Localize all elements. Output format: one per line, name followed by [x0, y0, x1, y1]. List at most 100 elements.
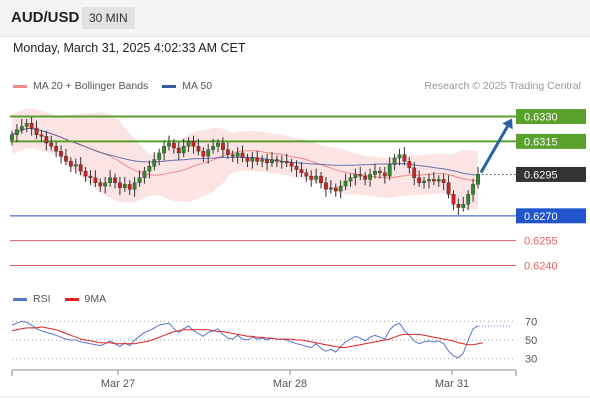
candle — [382, 167, 387, 184]
candle — [191, 135, 196, 154]
candle — [255, 150, 260, 166]
x-tick-label: Mar 31 — [435, 378, 469, 390]
candle — [68, 157, 73, 172]
candle — [436, 175, 441, 187]
candle — [368, 168, 372, 187]
candle — [221, 137, 225, 158]
candle-body — [113, 177, 117, 183]
candle-body — [294, 165, 299, 170]
candle — [348, 173, 353, 187]
forecast-arrow-head — [502, 118, 513, 130]
candle — [54, 142, 59, 158]
candle — [206, 143, 211, 164]
level-tag-text: 0.6315 — [524, 136, 558, 148]
candle-body — [250, 157, 255, 162]
legend-label-rsi: RSI — [33, 293, 51, 305]
candle — [422, 176, 426, 189]
level-tag: 0.6315 — [516, 133, 586, 149]
rsi-tick-label: 50 — [525, 335, 537, 347]
forecast-arrow-shaft — [479, 125, 509, 174]
candle — [245, 153, 250, 168]
candle-body — [191, 141, 196, 147]
candle — [451, 190, 456, 211]
candle-body — [382, 172, 387, 177]
level-tag: 0.6295 — [516, 166, 586, 182]
candle-body — [216, 142, 220, 147]
candle-body — [387, 164, 392, 177]
candle-body — [230, 154, 235, 157]
level-tag-text: 0.6330 — [524, 112, 558, 124]
candle-body — [348, 177, 353, 182]
rsi-line — [11, 320, 479, 359]
candle — [250, 152, 255, 169]
legend-label-9ma: 9MA — [84, 293, 107, 305]
candle-body — [422, 180, 426, 183]
candle-body — [235, 152, 240, 157]
candle — [127, 180, 132, 196]
rsi-tick-label: 70 — [525, 316, 537, 328]
candle — [427, 173, 431, 189]
candle — [29, 117, 34, 136]
price-legend: MA 20 + Bollinger Bands MA 50 — [13, 80, 226, 92]
level-tag: 0.6330 — [516, 109, 586, 125]
candle — [216, 138, 220, 153]
candle — [304, 168, 309, 182]
candle — [152, 152, 157, 171]
candle-body — [289, 162, 294, 167]
candle-body — [466, 194, 471, 205]
candle-body — [353, 174, 358, 178]
candle — [274, 155, 279, 168]
candle — [122, 176, 127, 192]
candle-body — [49, 142, 54, 147]
candle — [78, 157, 83, 176]
candle-body — [83, 170, 88, 177]
candle-body — [270, 159, 274, 164]
candle-body — [108, 177, 113, 183]
candle — [201, 147, 206, 163]
candle — [270, 152, 274, 168]
rsi-legend: RSI 9MA — [13, 293, 120, 305]
timeframe-badge[interactable]: 30 MIN — [82, 7, 135, 29]
candle-body — [284, 161, 289, 164]
candle — [132, 176, 137, 197]
legend-swatch-ma20 — [13, 84, 27, 88]
candle — [407, 157, 412, 174]
candle-body — [373, 170, 377, 175]
candle — [324, 176, 328, 197]
candle-body — [54, 146, 59, 152]
candle-body — [181, 146, 186, 154]
candle-body — [407, 161, 412, 169]
bollinger-band-area — [12, 108, 478, 210]
candle-body — [240, 152, 245, 159]
candle — [176, 142, 181, 161]
candle — [34, 120, 39, 139]
candle — [397, 148, 402, 166]
candle — [103, 176, 108, 194]
candle-body — [206, 149, 211, 157]
candle — [441, 173, 446, 191]
candle-body — [127, 184, 132, 190]
candle — [392, 153, 397, 171]
level-tag: 0.6255 — [524, 236, 558, 248]
candle-body — [461, 204, 466, 208]
level-tag: 0.6240 — [524, 260, 558, 272]
candle-body — [274, 159, 279, 162]
level-tag-text: 0.6295 — [524, 169, 558, 181]
candle-body — [93, 177, 98, 183]
candle-body — [132, 182, 137, 190]
candle-body — [476, 174, 480, 185]
candle — [181, 138, 186, 158]
candle-body — [368, 174, 372, 180]
candle-body — [78, 164, 83, 172]
candle — [314, 168, 319, 184]
candle-body — [328, 187, 333, 190]
legend-item-rsi: RSI — [13, 293, 51, 305]
candle — [387, 157, 392, 181]
legend-label-ma20: MA 20 + Bollinger Bands — [33, 80, 149, 92]
candle — [377, 167, 382, 179]
candle — [142, 167, 147, 184]
candle-body — [412, 167, 417, 178]
candle — [456, 198, 461, 215]
candle-body — [446, 182, 451, 195]
candle — [19, 119, 24, 134]
